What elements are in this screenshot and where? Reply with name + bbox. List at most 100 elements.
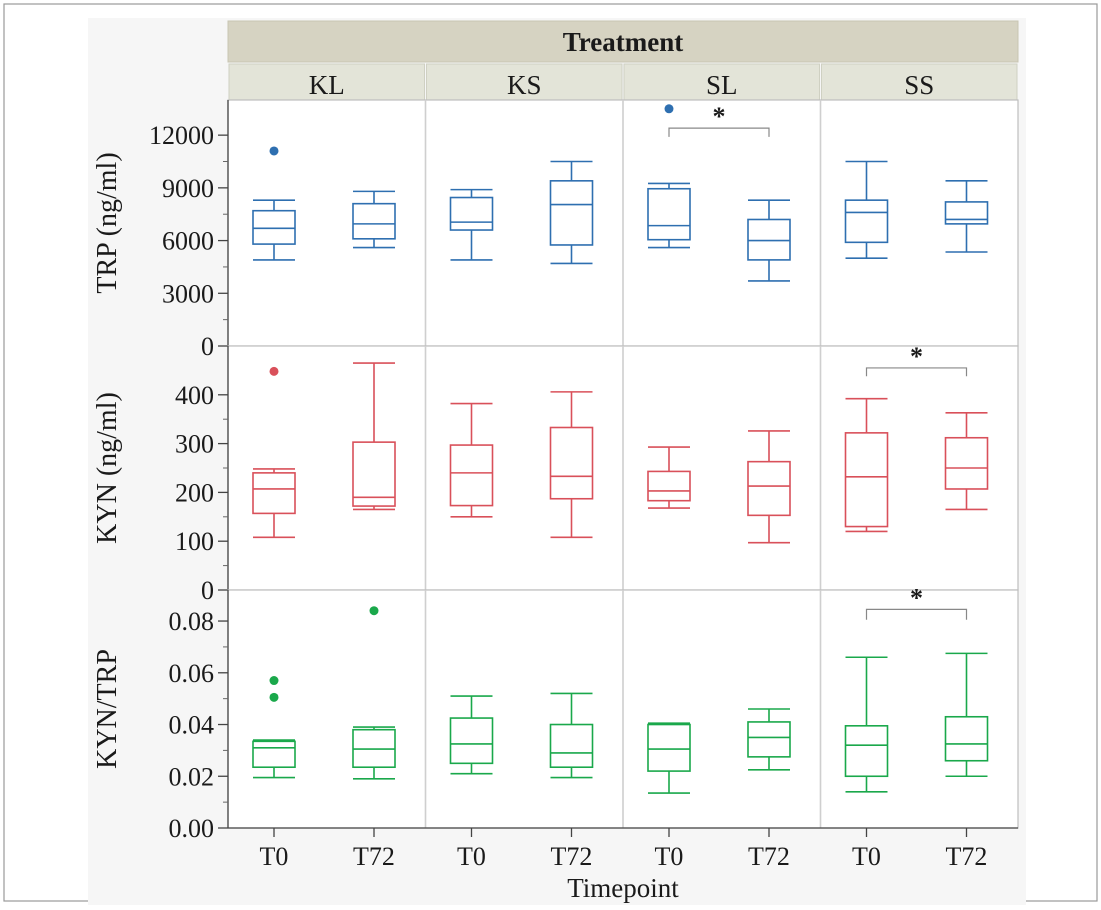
- facet-label-ss: SS: [904, 70, 934, 100]
- x-tick-label-kl-t72: T72: [353, 842, 395, 871]
- iqr-box: [844, 725, 889, 778]
- box-ks-t0: [449, 402, 494, 518]
- iqr-box: [352, 441, 396, 507]
- iqr-box: [747, 460, 791, 517]
- box-ss-t72: [944, 412, 989, 511]
- iqr-box: [647, 723, 691, 772]
- iqr-box: [747, 218, 791, 261]
- y-tick-label: 3000: [162, 279, 214, 308]
- outlier-point: [269, 146, 279, 156]
- x-axis-group: T0 T72 T0 T72 T0 T72 T0 T72: [228, 827, 1018, 871]
- iqr-box: [549, 723, 594, 769]
- facet-label-ks: KS: [507, 70, 542, 100]
- box-ss-t72: [944, 652, 989, 778]
- facet-header-kl: [228, 63, 425, 105]
- y-tick-label: 300: [175, 430, 214, 459]
- outlier-point: [664, 104, 674, 114]
- y-tick-label: 9000: [162, 174, 214, 203]
- iqr-box: [549, 180, 594, 246]
- box-ks-t72: [549, 692, 594, 779]
- y-tick-label: 0.00: [169, 814, 215, 843]
- y-tick-label: 0.02: [169, 762, 215, 791]
- box-sl-t72: [747, 430, 791, 544]
- y-axis-label: KYN/TRP: [92, 649, 123, 769]
- box-kl-t0: [252, 366, 296, 539]
- bracket-line: [668, 127, 770, 137]
- box-sl-t0: [647, 104, 691, 249]
- box-ss-t0: [844, 397, 889, 533]
- box-kl-t72: [352, 190, 396, 249]
- box-kl-t0: [252, 146, 296, 261]
- iqr-box: [844, 199, 889, 244]
- x-tick-label-ks-t0: T0: [457, 842, 486, 871]
- iqr-box: [449, 196, 494, 231]
- box-kl-t72: [352, 362, 396, 511]
- box-sl-t72: [747, 199, 791, 282]
- iqr-box: [449, 444, 494, 507]
- box-kl-t72: [352, 606, 396, 780]
- significance-bracket-ss: *: [865, 342, 968, 377]
- bracket-line: [865, 608, 968, 620]
- box-ss-t72: [944, 180, 989, 253]
- y-tick-label: 0: [201, 332, 214, 361]
- y-tick-label: 0.06: [169, 659, 215, 688]
- iqr-box: [352, 202, 396, 240]
- x-tick-label-sl-t0: T0: [655, 842, 684, 871]
- box-ss-t0: [844, 160, 889, 259]
- iqr-box: [549, 426, 594, 500]
- x-tick-label-ss-t0: T0: [852, 842, 881, 871]
- box-sl-t0: [647, 446, 691, 509]
- treatment-header-title: Treatment: [563, 27, 683, 57]
- y-tick-label: 0: [201, 576, 214, 605]
- iqr-box: [944, 436, 989, 490]
- box-ks-t0: [449, 188, 494, 261]
- box-ks-t72: [549, 160, 594, 265]
- iqr-box: [252, 209, 296, 245]
- box-sl-t0: [647, 722, 691, 794]
- box-kl-t0: [252, 676, 296, 779]
- x-tick-label-ss-t72: T72: [946, 842, 988, 871]
- iqr-box: [944, 715, 989, 762]
- x-tick-label-kl-t0: T0: [260, 842, 289, 871]
- significance-label: *: [910, 342, 923, 371]
- facet-header-group: KL KS SL SS: [228, 63, 1018, 105]
- iqr-box: [449, 717, 494, 765]
- iqr-box: [944, 201, 989, 225]
- facet-label-kl: KL: [309, 70, 345, 100]
- x-axis-title: Timepoint: [567, 873, 679, 903]
- significance-label: *: [713, 102, 726, 131]
- box-ss-t0: [844, 656, 889, 793]
- bracket-line: [865, 367, 968, 377]
- y-tick-label: 400: [175, 381, 214, 410]
- y-axis-label: TRP (ng/ml): [92, 152, 123, 293]
- y-tick-label: 100: [175, 527, 214, 556]
- y-axis-label: KYN (ng/ml): [92, 392, 123, 544]
- x-tick-label-sl-t72: T72: [748, 842, 790, 871]
- iqr-box: [747, 721, 791, 758]
- iqr-box: [252, 472, 296, 515]
- y-tick-label: 0.08: [169, 607, 215, 636]
- outlier-point: [369, 606, 379, 616]
- y-tick-label: 200: [175, 478, 214, 507]
- significance-label: *: [910, 583, 923, 612]
- panel-1: 0 3000 6000 9000 12000 TRP (ng/ml) *: [92, 99, 1019, 361]
- outlier-point: [269, 366, 279, 376]
- iqr-box: [647, 470, 691, 502]
- facet-label-sl: SL: [706, 70, 738, 100]
- panel-3: 0.00 0.02 0.04 0.06 0.08 KYN/TRP *: [92, 583, 1019, 843]
- outlier-point: [269, 692, 279, 702]
- x-tick-label-ks-t72: T72: [551, 842, 593, 871]
- iqr-box: [252, 740, 296, 769]
- significance-bracket-ss: *: [865, 583, 968, 620]
- significance-bracket-sl: *: [668, 102, 770, 137]
- outlier-point: [269, 676, 279, 686]
- y-tick-label: 0.04: [169, 711, 215, 740]
- box-ks-t0: [449, 695, 494, 775]
- panels-group: 0 3000 6000 9000 12000 TRP (ng/ml) * 0 100 200 300…: [92, 99, 1019, 843]
- treatment-header-band: [227, 20, 1019, 63]
- iqr-box: [647, 187, 691, 241]
- y-tick-label: 12000: [149, 121, 214, 150]
- box-ks-t72: [549, 391, 594, 539]
